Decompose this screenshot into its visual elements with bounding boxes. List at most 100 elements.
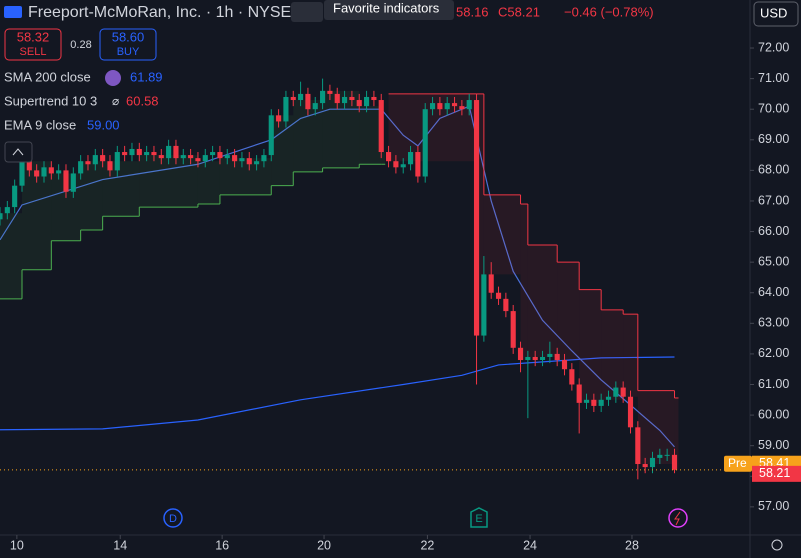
candle-body [503, 298, 509, 312]
x-tick-label: 10 [10, 538, 24, 552]
supertrend-fill [601, 309, 624, 400]
candle-body [92, 155, 98, 165]
legend-value: 61.89 [130, 69, 163, 84]
candle-body [327, 90, 333, 94]
x-tick-label: 22 [420, 538, 434, 552]
y-tick-label: 63.00 [758, 316, 789, 330]
spread: 0.28 [70, 39, 91, 51]
candle-body [268, 115, 274, 156]
y-tick-label: 68.00 [758, 163, 789, 177]
candle-body [180, 155, 186, 159]
candle-body [166, 145, 172, 159]
quote: 58.16 [456, 4, 489, 19]
candle-body [239, 158, 245, 162]
y-tick-label: 70.00 [758, 101, 789, 115]
buy-price: 58.60 [112, 29, 145, 44]
candle-body [158, 155, 164, 159]
candle-body [627, 396, 634, 428]
last-price-tag [752, 465, 801, 482]
candle-body [349, 96, 355, 101]
candle-body [129, 148, 135, 156]
candle-body [63, 170, 69, 192]
legend-name: SMA 200 close [4, 69, 91, 84]
candle-body [173, 145, 179, 159]
legend-name: Supertrend 10 3 [4, 93, 97, 108]
y-tick-label: 72.00 [758, 40, 789, 54]
candle-body [605, 396, 612, 400]
indicator-line [0, 105, 675, 448]
supertrend-fill [381, 152, 386, 165]
candle-body [495, 292, 502, 299]
candle-body [107, 161, 113, 171]
sell-label: SELL [20, 46, 47, 58]
settings-icon[interactable] [771, 539, 783, 551]
candle-body [56, 170, 62, 174]
buy-label: BUY [117, 46, 140, 58]
candle-body [195, 158, 201, 162]
supertrend-fill [483, 194, 521, 275]
candle-body [151, 152, 157, 156]
candle-body [664, 454, 670, 456]
candle-body [254, 161, 260, 165]
candle-body [232, 155, 238, 162]
candle-body [283, 96, 289, 122]
candle-body [400, 164, 406, 168]
buy-button[interactable] [99, 28, 157, 61]
supertrend-fill [674, 397, 679, 470]
sell-button[interactable] [4, 28, 62, 61]
logo [4, 6, 22, 18]
candle-body [0, 213, 3, 220]
candle-body [210, 152, 216, 156]
y-tick-label: 61.00 [758, 377, 789, 391]
currency-button[interactable] [753, 1, 799, 27]
x-tick-label: 20 [317, 538, 331, 552]
candle-body [657, 454, 663, 458]
candle-body [451, 103, 458, 107]
y-tick-label: 71.00 [758, 71, 789, 85]
candle-body [459, 106, 465, 110]
tooltip [324, 0, 454, 20]
candle-body [393, 161, 399, 168]
supertrend-fill [476, 93, 484, 336]
y-tick-label: 67.00 [758, 193, 789, 207]
supertrend-fill [322, 90, 360, 168]
candle-body [224, 155, 230, 159]
candle-body [188, 155, 194, 159]
supertrend-fill [359, 106, 382, 165]
collapse-button[interactable] [4, 141, 33, 163]
candle-body [532, 356, 538, 361]
candle-body [642, 464, 648, 468]
candle-body [466, 100, 472, 110]
market-icon [291, 2, 323, 22]
quote-change: −0.46 (−0.78%) [564, 4, 654, 19]
candle-body [217, 152, 223, 159]
candle-body [510, 311, 516, 348]
candle-body [547, 353, 553, 357]
supertrend-fill [579, 289, 602, 403]
candle-body [481, 274, 487, 336]
candle-body [312, 103, 318, 110]
candle-body [437, 103, 443, 110]
candle-body [649, 457, 656, 468]
candle-body [298, 93, 304, 101]
candle-body [114, 152, 120, 171]
y-tick-label: 60.00 [758, 407, 789, 421]
candle-body [569, 369, 575, 385]
earnings-marker[interactable] [470, 507, 488, 528]
news-marker[interactable] [668, 508, 688, 528]
candle-body [261, 155, 267, 162]
x-tick-label: 28 [625, 538, 639, 552]
candle-body [34, 170, 40, 177]
title: Freeport-McMoRan, Inc. · 1h · NYSE [28, 4, 291, 21]
candle-body [305, 93, 311, 110]
dividend-marker[interactable] [163, 508, 183, 528]
tooltip-text: Favorite indicators [333, 0, 440, 15]
y-tick-label: 69.00 [758, 132, 789, 146]
supertrend-fill [520, 204, 528, 361]
candle-body [202, 155, 208, 162]
supertrend-fill [219, 158, 272, 195]
candle-body [385, 152, 392, 162]
candle-body [144, 152, 150, 156]
